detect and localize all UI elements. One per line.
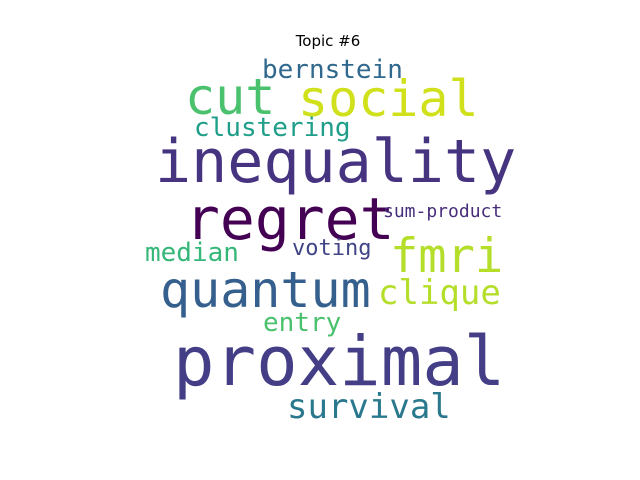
word-bernstein: bernstein xyxy=(262,55,403,85)
word-regret: regret xyxy=(185,185,395,253)
figure-title: Topic #6 xyxy=(295,32,361,50)
word-clique: clique xyxy=(378,273,501,313)
word-proximal: proximal xyxy=(173,322,506,402)
word-sum-product: sum-product xyxy=(383,201,503,222)
word-entry: entry xyxy=(263,308,342,338)
word-inequality: inequality xyxy=(155,127,517,197)
word-social: social xyxy=(298,70,479,128)
word-cut: cut xyxy=(185,68,276,126)
word-survival: survival xyxy=(287,387,451,427)
word-voting: voting xyxy=(292,236,372,261)
word-fmri: fmri xyxy=(390,229,504,284)
word-clustering: clustering xyxy=(194,113,351,143)
word-quantum: quantum xyxy=(160,261,371,319)
word-median: median xyxy=(145,238,239,268)
